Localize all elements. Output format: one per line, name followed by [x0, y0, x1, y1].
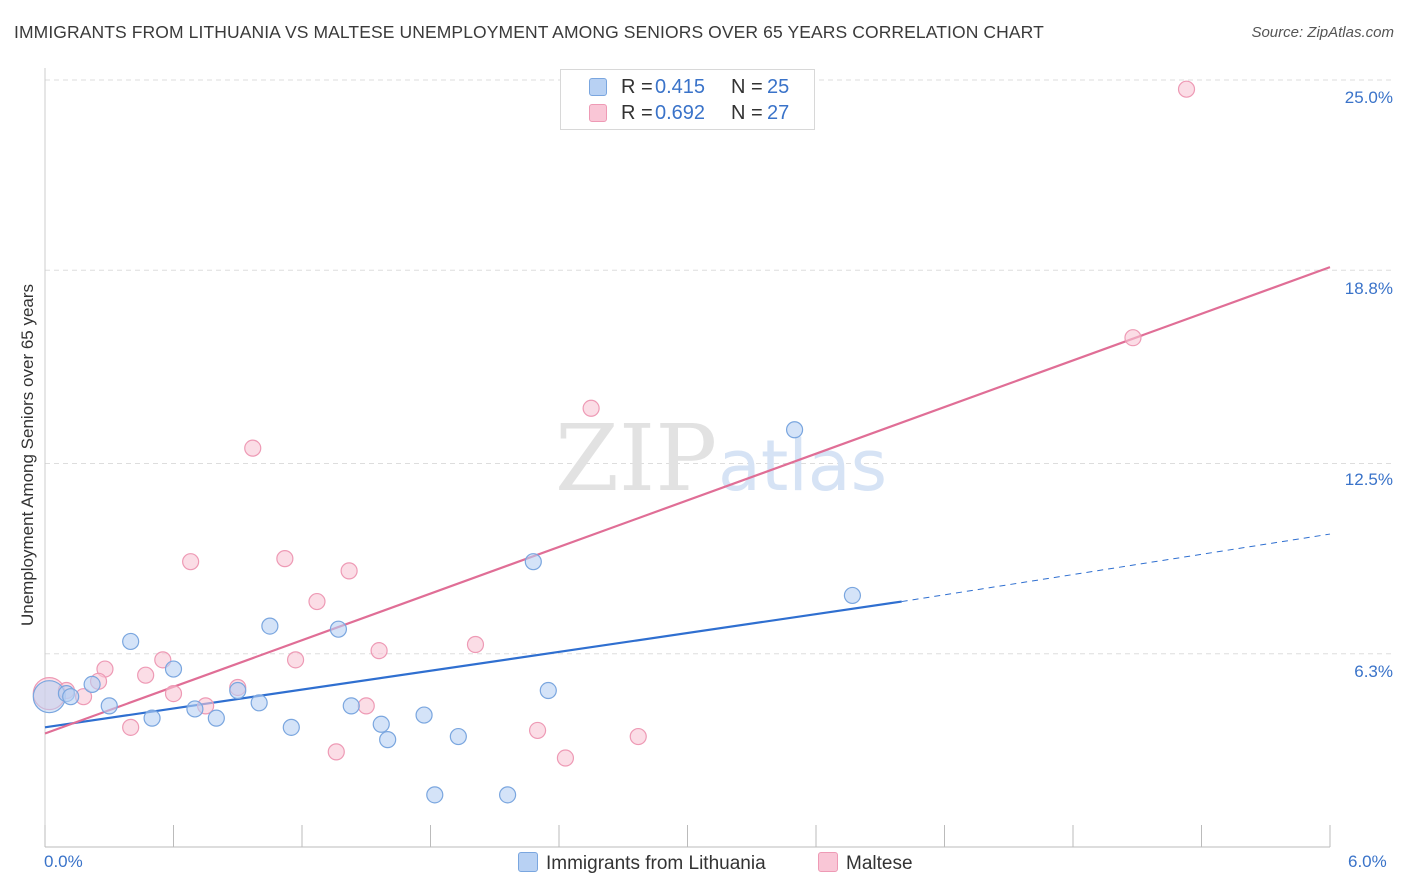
point-series2-12	[244, 439, 262, 457]
point-series1-24	[785, 421, 804, 439]
point-series1-7	[164, 660, 183, 678]
point-series2-19	[370, 642, 388, 660]
legend-n-value-lithuania: 25	[767, 76, 790, 98]
point-series1-8	[186, 700, 204, 718]
legend-bottom-label-maltese: Maltese	[846, 853, 913, 874]
point-series1-10	[229, 681, 247, 700]
point-series1-20	[449, 727, 467, 746]
point-series1-16	[372, 715, 390, 733]
point-series1-6	[143, 709, 161, 727]
x-tick-label-min: 0.0%	[44, 852, 83, 871]
point-series1-3	[83, 675, 101, 693]
point-series1-22	[524, 553, 542, 571]
legend-n-value-maltese: 27	[767, 102, 790, 124]
legend-bottom-swatch-lithuania	[518, 852, 538, 872]
point-series2-5	[122, 718, 140, 736]
point-series2-23	[582, 399, 600, 417]
point-series1-25	[843, 586, 862, 605]
watermark-zip: ZIP	[555, 405, 717, 512]
trend-line-extension-1	[901, 533, 1331, 603]
legend-n-label-lithuania: N =	[731, 76, 763, 98]
point-series1-23	[539, 681, 557, 700]
y-tick-label-12-5: 12.5%	[1344, 470, 1393, 489]
point-series1-18	[415, 706, 433, 724]
point-series1-11	[250, 694, 268, 712]
point-series1-5	[122, 632, 140, 651]
grid-lines	[45, 79, 1395, 655]
point-series2-13	[276, 550, 294, 568]
x-tick-label-max: 6.0%	[1348, 852, 1387, 871]
point-series2-17	[340, 562, 358, 580]
point-series2-9	[182, 553, 200, 571]
point-series1-21	[499, 786, 517, 804]
legend-r-value-lithuania: 0.415	[655, 76, 706, 98]
point-series1-12	[261, 617, 279, 635]
point-series2-20	[466, 635, 485, 654]
legend-r-label-lithuania: R =	[621, 76, 653, 98]
point-series1-14	[329, 620, 348, 638]
chart-title: IMMIGRANTS FROM LITHUANIA VS MALTESE UNE…	[14, 22, 1044, 42]
axes	[44, 68, 1331, 848]
source-credit: Source: ZipAtlas.com	[1251, 24, 1394, 41]
legend-r-label-maltese: R =	[621, 102, 653, 124]
point-series2-8	[164, 684, 183, 703]
point-series1-17	[379, 731, 397, 749]
legend-bottom-swatch-maltese	[818, 852, 838, 872]
point-series1-15	[342, 697, 360, 715]
point-series2-21	[528, 721, 547, 740]
point-series2-24	[629, 727, 647, 746]
point-series2-25	[1124, 329, 1142, 347]
legend-swatch-lithuania	[589, 78, 607, 96]
point-series2-14	[286, 651, 305, 669]
point-series1-2	[62, 688, 80, 706]
legend-swatch-maltese	[589, 104, 607, 122]
point-series1-9	[207, 709, 225, 727]
legend-item-lithuania: Immigrants from Lithuania	[518, 852, 766, 875]
legend-r-value-maltese: 0.692	[655, 102, 706, 124]
point-series1-4	[100, 697, 118, 715]
point-series1-13	[282, 718, 300, 736]
point-series2-6	[137, 666, 155, 684]
point-series2-22	[556, 749, 575, 767]
correlation-legend: R = 0.415 N = 25 R = 0.692 N = 27	[560, 69, 815, 130]
y-tick-label-6-3: 6.3%	[1354, 662, 1393, 681]
point-series2-26	[1177, 80, 1196, 98]
legend-n-label-maltese: N =	[731, 102, 763, 124]
point-series2-16	[327, 743, 345, 761]
trend-line-2	[44, 266, 1331, 735]
y-tick-label-18-8: 18.8%	[1344, 279, 1393, 298]
point-series1-19	[426, 786, 444, 804]
point-series2-15	[308, 592, 326, 611]
legend-bottom-label-lithuania: Immigrants from Lithuania	[546, 853, 766, 874]
y-axis-title: Unemployment Among Seniors over 65 years	[18, 283, 37, 627]
legend-item-maltese: Maltese	[818, 852, 913, 875]
point-series2-18	[357, 697, 375, 715]
y-tick-label-25: 25.0%	[1344, 88, 1393, 107]
data-points	[32, 80, 1196, 804]
